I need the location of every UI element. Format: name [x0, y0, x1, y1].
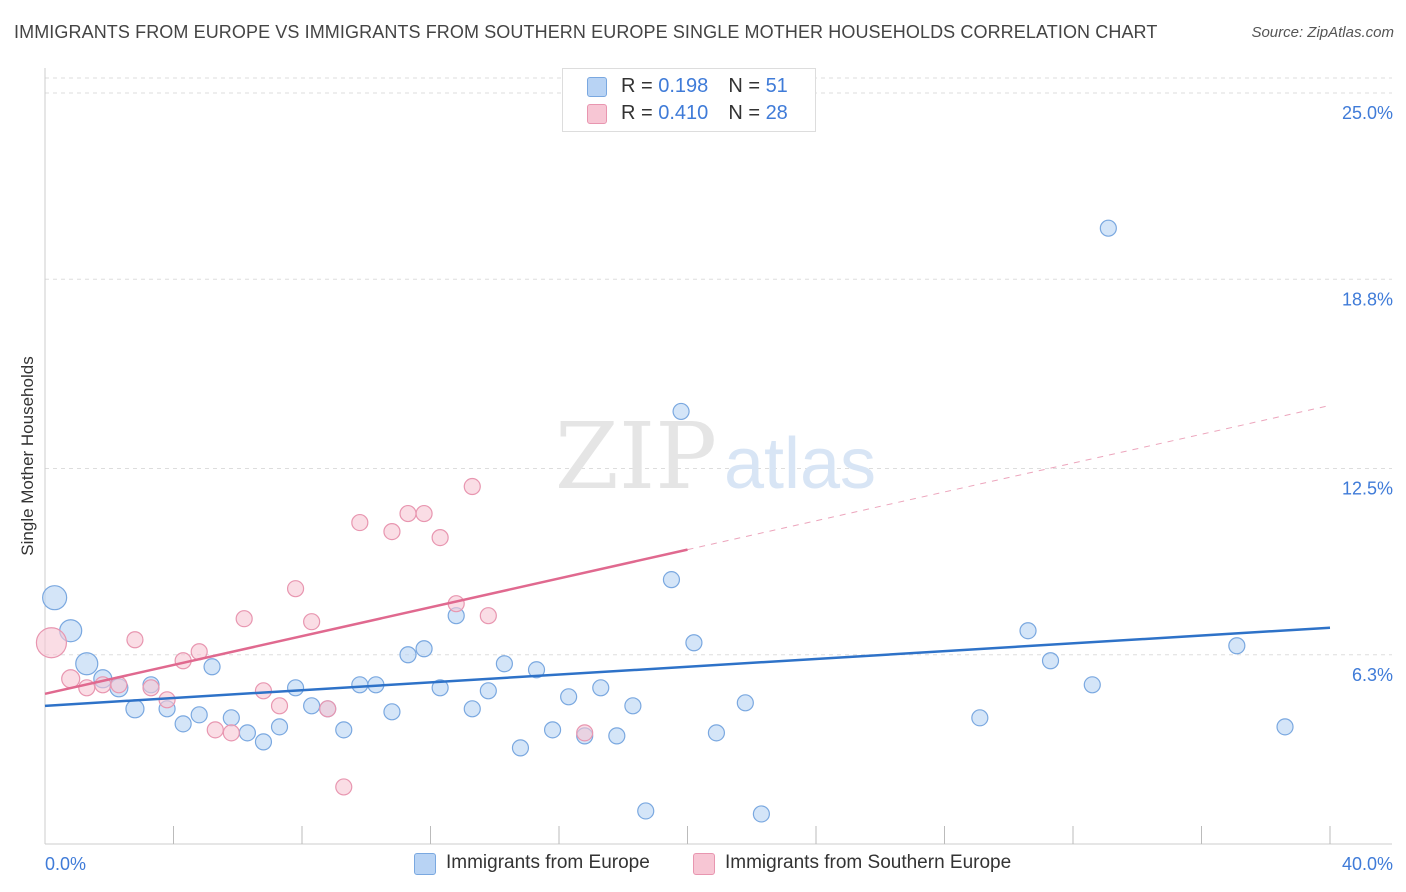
point-southern — [576, 724, 594, 742]
point-europe — [608, 727, 626, 745]
legend-r-label: R = — [621, 75, 659, 97]
bottom-legend-swatch-europe — [414, 853, 436, 875]
point-southern — [319, 700, 337, 718]
point-southern — [61, 669, 81, 689]
bottom-legend-label-southern: Immigrants from Southern Europe — [725, 852, 1012, 873]
source-label[interactable]: Source: ZipAtlas.com — [1251, 24, 1394, 41]
point-europe — [1041, 652, 1060, 670]
point-southern — [35, 627, 68, 659]
legend-swatch-europe — [587, 77, 607, 97]
point-europe — [707, 724, 726, 742]
legend-r-label: R = — [621, 102, 659, 124]
x-tick-label: 0.0% — [45, 854, 86, 874]
trend-line-southern — [44, 548, 688, 696]
point-europe — [752, 805, 770, 823]
data-points — [35, 219, 1294, 823]
point-europe — [190, 706, 208, 724]
bottom-legend-label-europe: Immigrants from Europe — [446, 852, 650, 873]
legend-swatch-southern — [587, 104, 607, 124]
point-europe — [1276, 718, 1294, 736]
y-tick-label: 12.5% — [1342, 479, 1393, 499]
point-southern — [286, 580, 305, 598]
point-europe — [222, 709, 240, 727]
point-europe — [495, 655, 513, 673]
point-europe — [254, 733, 273, 751]
bottom-legend-swatch-southern — [693, 853, 715, 875]
point-europe — [303, 697, 321, 715]
legend-n-label: N = — [728, 102, 766, 124]
point-europe — [592, 679, 610, 697]
point-southern — [270, 697, 289, 715]
point-europe — [463, 700, 481, 718]
point-europe — [527, 661, 546, 679]
point-europe — [1099, 219, 1117, 237]
point-europe — [543, 721, 562, 739]
point-europe — [479, 682, 497, 700]
legend-n-value: 51 — [765, 75, 788, 97]
point-europe — [1083, 676, 1101, 694]
point-europe — [431, 679, 449, 697]
point-southern — [222, 724, 240, 742]
point-southern — [463, 477, 481, 496]
axes — [44, 68, 1392, 845]
point-europe — [75, 652, 99, 676]
chart-title: IMMIGRANTS FROM EUROPE VS IMMIGRANTS FRO… — [14, 22, 1158, 42]
point-europe — [238, 724, 256, 742]
point-europe — [42, 585, 68, 611]
point-southern — [126, 631, 144, 649]
legend-n-value: 28 — [765, 102, 788, 124]
point-europe — [1019, 622, 1037, 640]
point-southern — [415, 504, 433, 523]
point-southern — [335, 778, 353, 796]
y-tick-label: 18.8% — [1342, 289, 1393, 309]
y-tick-label: 6.3% — [1352, 665, 1393, 685]
point-europe — [624, 697, 642, 715]
point-southern — [351, 513, 369, 532]
x-tick-label: 40.0% — [1342, 854, 1393, 874]
point-europe — [415, 640, 433, 658]
point-southern — [235, 610, 253, 628]
legend-r-value: 0.410 — [658, 102, 709, 124]
point-europe — [399, 646, 417, 664]
trend-line-europe — [44, 626, 1331, 708]
point-europe — [736, 694, 754, 712]
point-europe — [335, 721, 353, 739]
point-europe — [685, 634, 703, 652]
point-europe — [383, 703, 401, 721]
watermark-atlas: atlas — [724, 424, 876, 504]
point-europe — [672, 402, 690, 421]
point-europe — [637, 802, 655, 820]
point-europe — [511, 739, 530, 757]
point-europe — [351, 676, 369, 694]
point-southern — [254, 682, 273, 700]
point-southern — [206, 721, 224, 739]
point-europe — [560, 688, 578, 706]
point-southern — [303, 613, 321, 631]
point-europe — [270, 718, 289, 736]
trend-lines — [44, 404, 1331, 708]
point-europe — [125, 699, 145, 719]
watermark-zip: ZIP — [555, 403, 717, 510]
point-europe — [174, 715, 192, 733]
point-southern — [142, 679, 160, 697]
legend-r-value: 0.198 — [658, 75, 709, 97]
point-southern — [383, 522, 401, 541]
grid-lines — [45, 77, 1392, 656]
point-europe — [203, 658, 221, 676]
point-southern — [431, 528, 449, 547]
y-tick-label: 25.0% — [1342, 103, 1393, 123]
legend-n-label: N = — [728, 75, 766, 97]
point-europe — [971, 709, 989, 727]
point-southern — [399, 504, 417, 523]
tick-labels: 6.3% 12.5% 18.8% 25.0% 0.0% 40.0% — [45, 103, 1393, 874]
correlation-legend: R = 0.198 N = 51 R = 0.410 N = 28 — [562, 68, 816, 132]
point-europe — [1228, 637, 1246, 655]
point-southern — [479, 607, 497, 625]
point-europe — [286, 679, 305, 697]
point-europe — [662, 571, 681, 589]
watermark: ZIP atlas — [555, 403, 876, 510]
trend-extension-southern — [687, 404, 1331, 551]
